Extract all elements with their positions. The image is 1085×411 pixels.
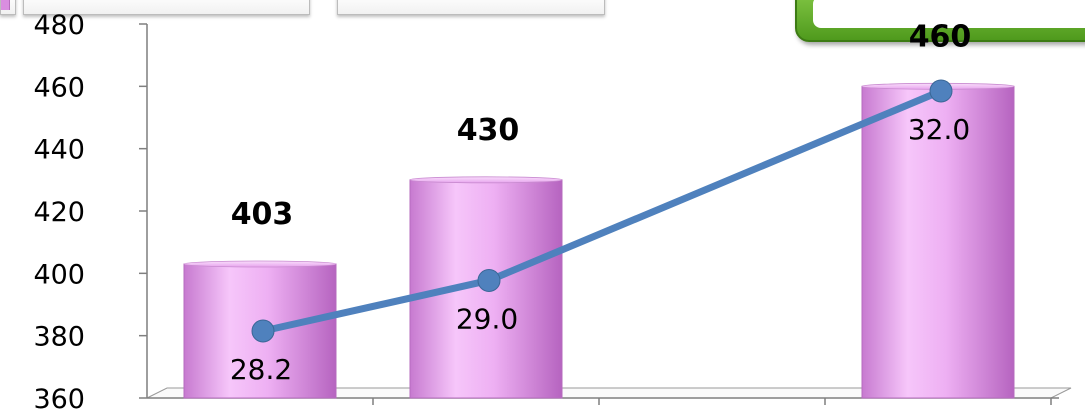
bar-value-label: 430 — [457, 113, 520, 148]
line-layer — [251, 79, 953, 343]
y-tick-label: 360 — [33, 384, 85, 411]
series-line — [259, 87, 945, 335]
green-callout-inner — [813, 0, 1085, 28]
bar-value-label: 403 — [231, 197, 294, 232]
y-tick-label: 420 — [33, 197, 85, 228]
series-point — [251, 319, 275, 343]
series-point — [477, 268, 501, 292]
series-point — [929, 79, 953, 103]
y-tick-label: 380 — [33, 322, 85, 353]
legend-swatch — [1, 0, 10, 10]
line-value-label: 29.0 — [456, 302, 518, 335]
axes-layer: 360 380 400 420 440 460 480 — [33, 10, 1072, 411]
y-tick-label: 400 — [33, 259, 85, 290]
line-value-label: 28.2 — [230, 353, 292, 386]
labels-layer: 403 430 460 28.2 29.0 32.0 — [230, 19, 971, 386]
legend-chip-1 — [0, 0, 16, 15]
green-callout-box — [795, 0, 1085, 42]
y-tick-label: 480 — [33, 10, 85, 41]
bar — [861, 85, 1015, 399]
line-value-label: 32.0 — [908, 113, 970, 146]
y-tick-label: 460 — [33, 72, 85, 103]
legend-chip-3 — [337, 0, 605, 15]
legend-chip-2 — [23, 0, 310, 15]
y-tick-label: 440 — [33, 135, 85, 166]
bar-cap — [409, 176, 563, 184]
bar-value-label: 460 — [909, 19, 972, 54]
bar-cap — [183, 260, 337, 268]
bars-layer — [183, 82, 1015, 399]
